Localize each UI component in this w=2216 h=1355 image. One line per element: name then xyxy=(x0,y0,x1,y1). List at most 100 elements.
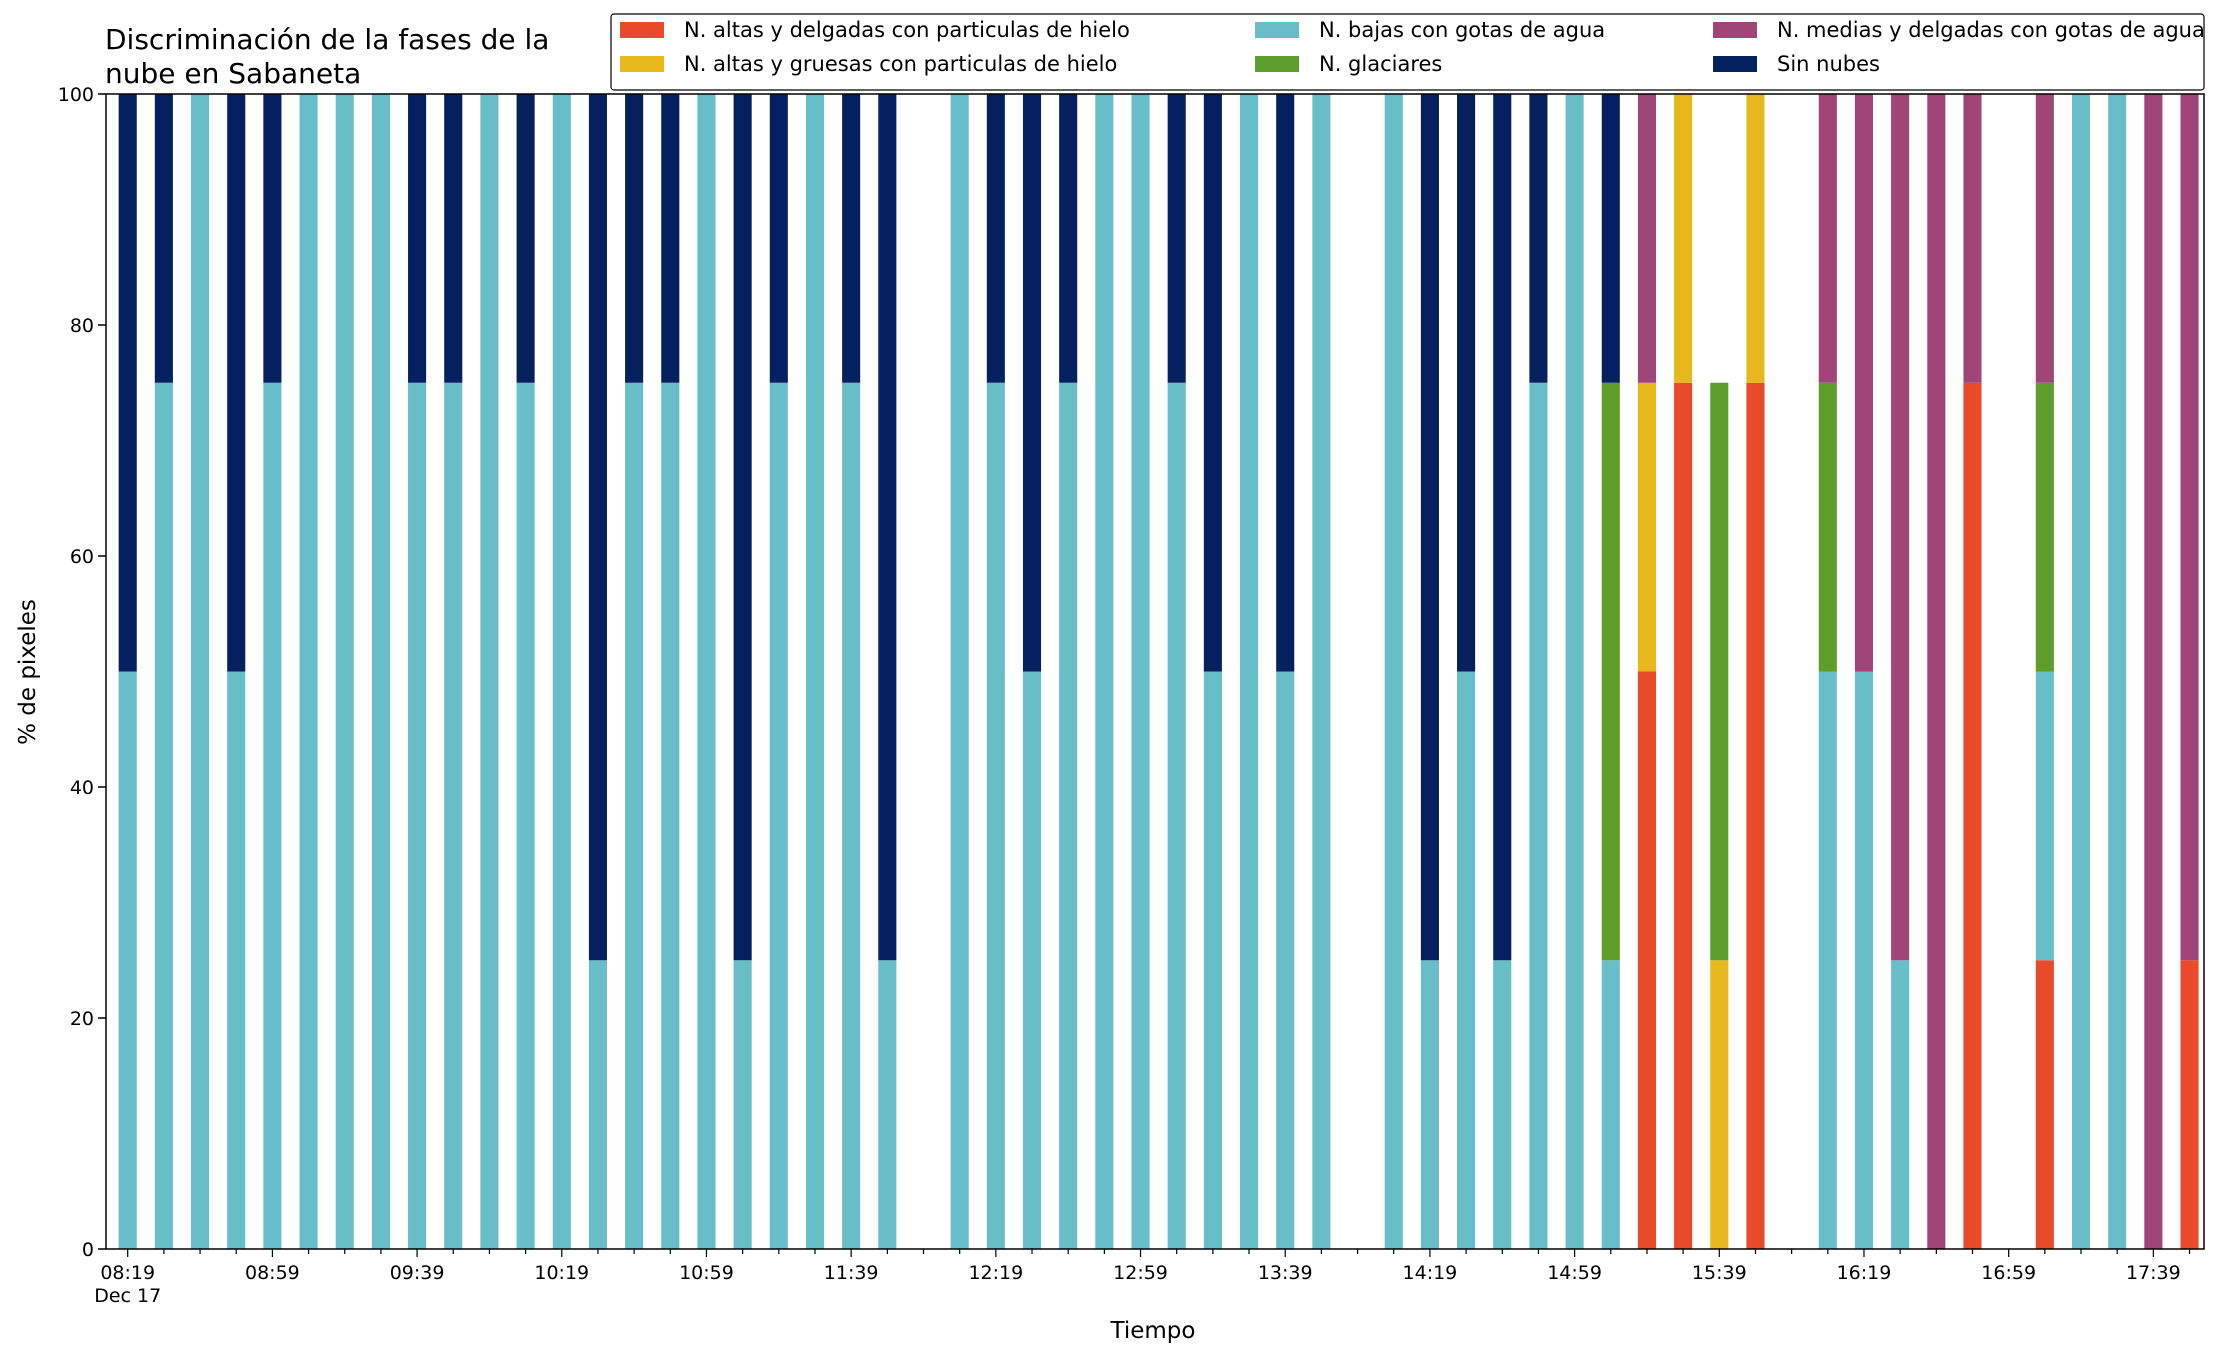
bar-segment xyxy=(1818,382,1837,672)
bar-segment xyxy=(769,94,788,383)
bar-segment xyxy=(1746,382,1765,1249)
bar-segment xyxy=(878,960,897,1249)
bar-segment xyxy=(2180,960,2199,1249)
x-tick-label: 16:19 xyxy=(1837,1262,1892,1284)
bar-segment xyxy=(733,94,752,961)
bar-segment xyxy=(697,94,716,1249)
chart-title-line-1: Discriminación de la fases de la xyxy=(105,23,549,56)
x-tick-label: 08:19 xyxy=(100,1262,155,1284)
bar-segment xyxy=(1022,671,1042,1249)
x-tick-label: 15:39 xyxy=(1692,1262,1747,1284)
bar-segment xyxy=(1095,94,1114,1249)
bar-segment xyxy=(2108,94,2127,1249)
bar-segment xyxy=(371,94,390,1249)
bar-segment xyxy=(227,94,246,672)
bar-segment xyxy=(227,671,246,1249)
bar-segment xyxy=(1565,94,1584,1249)
bar-segment xyxy=(1493,94,1512,961)
chart-title-line-2: nube en Sabaneta xyxy=(105,57,361,90)
bar-segment xyxy=(1854,671,1874,1249)
bar-segment xyxy=(1818,671,1837,1249)
bar-segment xyxy=(1927,94,1946,1249)
bar-segment xyxy=(1022,94,1042,672)
bar-segment xyxy=(878,94,897,961)
x-tick-label: 10:19 xyxy=(534,1262,589,1284)
bar-segment xyxy=(1240,94,1259,1249)
bar-segment xyxy=(1420,960,1439,1249)
legend-label: N. bajas con gotas de agua xyxy=(1319,18,1605,42)
y-axis-label: % de pixeles xyxy=(15,599,41,745)
bar-segment xyxy=(1167,94,1186,383)
x-date-label: Dec 17 xyxy=(94,1285,161,1307)
y-tick-label: 0 xyxy=(82,1239,94,1261)
bar-segment xyxy=(1601,382,1620,961)
bar-segment xyxy=(444,94,463,383)
x-axis-label: Tiempo xyxy=(1110,1318,1196,1344)
bar-segment xyxy=(950,94,969,1249)
bar-segment xyxy=(1457,94,1476,672)
legend-box xyxy=(610,13,2205,91)
bar-segment xyxy=(1276,671,1295,1249)
bar-segment xyxy=(263,94,282,383)
bar-segment xyxy=(1854,94,1874,672)
bar-segment xyxy=(986,382,1005,1249)
bar-segment xyxy=(154,382,173,1249)
bar-segment xyxy=(842,94,861,383)
bar-segment xyxy=(2035,94,2054,383)
bar-segment xyxy=(1674,382,1693,1249)
bar-segment xyxy=(335,94,354,1249)
legend-label: N. altas y gruesas con particulas de hie… xyxy=(684,52,1117,76)
plot-frame xyxy=(105,93,2205,1250)
x-tick-label: 09:39 xyxy=(390,1262,445,1284)
bar-segment xyxy=(842,382,861,1249)
legend-swatch xyxy=(620,22,664,38)
legend-swatch xyxy=(1713,22,1757,38)
bar-segment xyxy=(588,960,607,1249)
x-tick-label: 10:59 xyxy=(679,1262,734,1284)
bar-segment xyxy=(408,382,427,1249)
legend-swatch xyxy=(1255,56,1299,72)
bar-segment xyxy=(1203,671,1222,1249)
legend-swatch xyxy=(620,56,664,72)
bar-segment xyxy=(2144,94,2163,1249)
bar-segment xyxy=(1891,94,1910,961)
bar-segment xyxy=(1637,94,1656,383)
bar-segment xyxy=(1963,94,1982,383)
bar-segment xyxy=(263,382,282,1249)
y-tick-label: 40 xyxy=(70,777,94,799)
bar-segment xyxy=(1710,382,1729,961)
bar-segment xyxy=(480,94,499,1249)
bar-segment xyxy=(1674,94,1693,383)
bar-segment xyxy=(733,960,752,1249)
bar-segment xyxy=(1710,960,1729,1249)
bar-segment xyxy=(1601,94,1620,383)
bar-segment xyxy=(2180,94,2199,961)
bar-segment xyxy=(552,94,571,1249)
bar-segment xyxy=(1312,94,1331,1249)
y-axis: 0 20 40 60 80 100 xyxy=(58,84,106,1261)
bar-segment xyxy=(1276,94,1295,672)
bar-segment xyxy=(1818,94,1837,383)
x-tick-label: 12:59 xyxy=(1113,1262,1168,1284)
bar-segment xyxy=(516,94,535,383)
bar-segment xyxy=(1601,960,1620,1249)
legend-label: N. altas y delgadas con particulas de hi… xyxy=(684,18,1130,42)
bar-segment xyxy=(1131,94,1150,1249)
x-tick-label: 14:59 xyxy=(1547,1262,1602,1284)
bar-segment xyxy=(1637,382,1656,672)
y-tick-label: 80 xyxy=(70,315,94,337)
x-tick-label: 12:19 xyxy=(968,1262,1023,1284)
legend: N. altas y delgadas con particulas de hi… xyxy=(610,13,2205,91)
bar-segment xyxy=(2035,671,2054,961)
bar-segment xyxy=(191,94,210,1249)
legend-swatch xyxy=(1255,22,1299,38)
bar-segment xyxy=(2035,960,2054,1249)
bar-segment xyxy=(154,94,173,383)
bar-segment xyxy=(805,94,825,1249)
bar-segment xyxy=(1167,382,1186,1249)
bar-segment xyxy=(408,94,427,383)
bar-segment xyxy=(444,382,463,1249)
bar-segment xyxy=(1963,382,1982,1249)
bar-segment xyxy=(516,382,535,1249)
